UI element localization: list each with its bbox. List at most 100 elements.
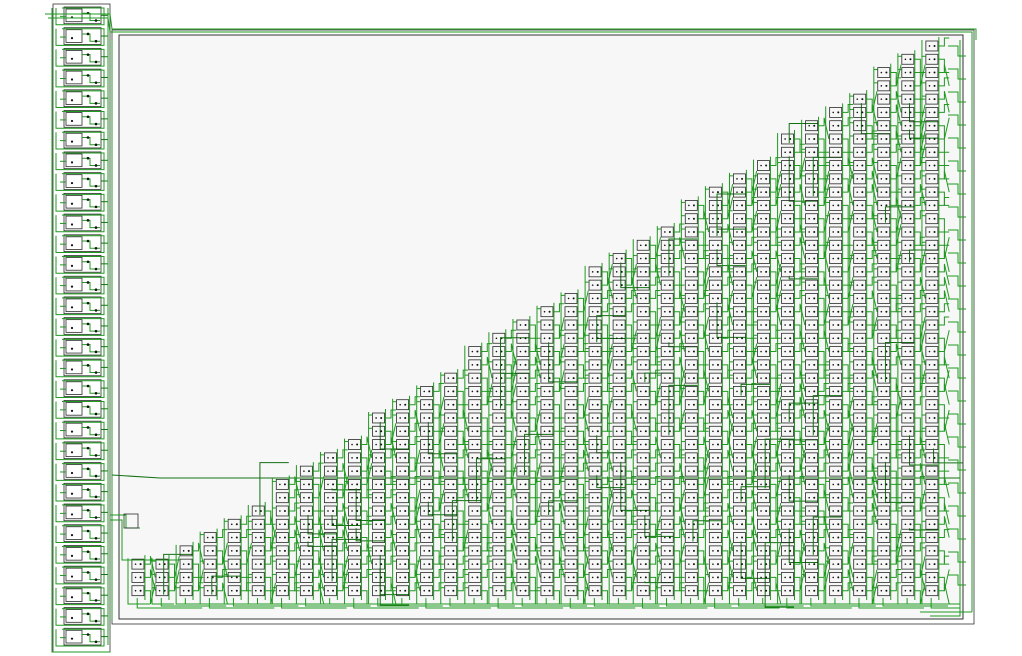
output-wire: [948, 574, 966, 586]
array-cell: [561, 343, 589, 357]
array-cell: [296, 582, 325, 605]
array-cell: [609, 515, 637, 530]
array-cell: [444, 505, 469, 525]
array-cell: [901, 210, 926, 225]
array-cell: [681, 436, 710, 458]
array-cell: [179, 542, 204, 565]
array-cell: [705, 489, 733, 504]
array-cell: [636, 276, 661, 291]
array-cell: [877, 329, 902, 344]
array-cell: [777, 529, 806, 551]
array-cell: [320, 529, 349, 551]
array-cell: [368, 489, 396, 504]
left-cell: [55, 68, 108, 88]
array-column: [151, 553, 227, 607]
array-cell: [921, 423, 950, 445]
array-cell: [873, 412, 902, 432]
array-cell: [585, 356, 613, 379]
array-cell: [323, 489, 348, 504]
array-cell: [825, 293, 853, 313]
output-wire: [948, 160, 966, 172]
array-cell: [609, 489, 637, 512]
array-cell: [897, 449, 926, 464]
array-cell: [444, 555, 469, 570]
array-cell: [372, 475, 396, 490]
array-cell: [849, 157, 878, 179]
array-cell: [877, 383, 902, 405]
array-cell: [921, 213, 950, 233]
output-wire: [948, 459, 966, 471]
array-cell: [829, 529, 853, 543]
array-cell: [781, 330, 806, 352]
array-cell: [901, 196, 926, 211]
array-cell: [729, 475, 757, 490]
array-cell: [275, 489, 300, 504]
array-cell: [897, 303, 926, 318]
array-cell: [609, 343, 637, 357]
array-column: [440, 369, 515, 607]
array-cell: [925, 330, 950, 352]
array-cell: [681, 520, 722, 543]
array-cell: [420, 449, 445, 472]
array-cell: [897, 117, 939, 140]
array-cell: [657, 558, 685, 578]
array-cell: [781, 556, 806, 578]
array-cell: [488, 409, 517, 432]
array-cell: [801, 277, 830, 299]
array-cell: [368, 502, 397, 525]
array-cell: [348, 489, 372, 504]
array-cell: [320, 582, 348, 597]
array-cell: [825, 423, 854, 445]
array-cell: [516, 343, 541, 365]
array-cell: [657, 475, 685, 490]
array-cell: [633, 422, 661, 437]
array-cell: [537, 303, 565, 318]
array-cell: [757, 462, 781, 477]
left-cell: [55, 358, 108, 378]
array-cell: [657, 223, 685, 238]
array-cell: [801, 569, 830, 591]
array-cell: [657, 516, 686, 538]
array-cell: [657, 250, 685, 264]
array-cell: [873, 143, 902, 158]
array-cell: [227, 582, 252, 597]
array-cell: [609, 529, 637, 543]
array-column: [777, 123, 852, 609]
array-cell: [660, 502, 686, 525]
array-cell: [805, 330, 830, 352]
array-cell: [681, 210, 710, 233]
array-cell: [323, 542, 348, 557]
array-cell: [612, 356, 637, 371]
array-cell: [777, 343, 805, 357]
array-cell: [757, 516, 782, 538]
array-cell: [897, 463, 926, 485]
array-cell: [272, 556, 301, 578]
array-cell: [925, 263, 950, 286]
array-column: [199, 528, 275, 609]
output-wire: [948, 390, 966, 402]
array-cell: [853, 226, 878, 246]
array-cell: [681, 226, 709, 246]
array-cell: [825, 200, 853, 220]
array-cell: [853, 237, 878, 259]
array-cell: [732, 332, 757, 353]
array-cell: [396, 462, 420, 477]
array-cell: [877, 356, 902, 371]
array-cell: [561, 290, 589, 312]
array-cell: [705, 193, 746, 246]
array-cell: [777, 370, 806, 392]
array-cell: [753, 359, 781, 379]
array-cell: [636, 555, 661, 570]
array-cell: [444, 449, 469, 464]
array-cell: [588, 303, 613, 318]
array-cell: [440, 518, 469, 539]
array-cell: [681, 476, 710, 498]
array-cell: [801, 395, 843, 445]
array-cell: [323, 463, 349, 485]
array-cell: [468, 396, 493, 411]
output-wire: [948, 229, 966, 241]
array-cell: [873, 425, 902, 446]
array-cell: [873, 502, 902, 517]
array-cell: [540, 500, 578, 525]
array-cell: [729, 542, 757, 557]
